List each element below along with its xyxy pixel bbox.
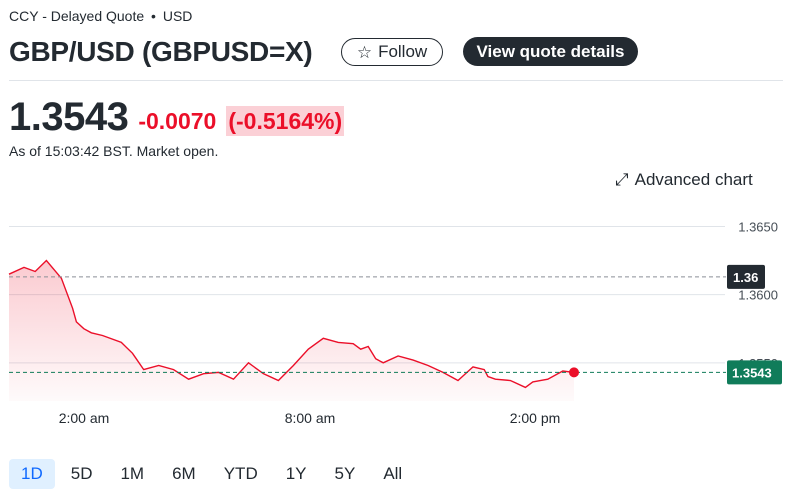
price-row: 1.3543 -0.0070 (-0.5164%) bbox=[9, 95, 345, 139]
currency-label: USD bbox=[162, 8, 193, 24]
range-tab-all[interactable]: All bbox=[383, 464, 403, 483]
title-row: GBP/USD (GBPUSD=X) bbox=[9, 36, 313, 68]
follow-button[interactable]: ☆ Follow bbox=[341, 38, 443, 66]
current-price-badge bbox=[727, 360, 782, 385]
range-tab-5d[interactable]: 5D bbox=[70, 464, 93, 483]
x-tick-label: 2:00 am bbox=[59, 410, 110, 426]
quote-meta: CCY - Delayed Quote • USD bbox=[9, 8, 192, 24]
current-price-badge-label: 1.3543 bbox=[732, 365, 772, 380]
previous-close-badge-label: 1.36 bbox=[733, 270, 758, 285]
advanced-chart-link[interactable]: ⤢ Advanced chart bbox=[615, 170, 753, 190]
range-tab-ytd[interactable]: YTD bbox=[223, 464, 258, 483]
page-title: GBP/USD (GBPUSD=X) bbox=[9, 36, 313, 67]
range-tab-1d[interactable]: 1D bbox=[9, 459, 55, 489]
exchange-label: CCY - Delayed Quote bbox=[9, 8, 145, 24]
price-change-percent: (-0.5164%) bbox=[226, 106, 345, 136]
x-tick-label: 2:00 pm bbox=[510, 410, 561, 426]
y-tick-label: 1.3600 bbox=[738, 288, 778, 303]
price-change: -0.0070 bbox=[138, 108, 217, 134]
y-tick-label: 1.3650 bbox=[738, 219, 778, 234]
range-tab-1y[interactable]: 1Y bbox=[285, 464, 307, 483]
x-tick-label: 8:00 am bbox=[285, 410, 336, 426]
range-tab-1m[interactable]: 1M bbox=[120, 464, 145, 483]
range-selector: 1D 5D 1M 6M YTD 1Y 5Y All bbox=[9, 459, 418, 489]
follow-label: Follow bbox=[378, 42, 428, 61]
current-price: 1.3543 bbox=[9, 95, 129, 139]
view-quote-details-button[interactable]: View quote details bbox=[463, 37, 638, 66]
star-icon: ☆ bbox=[356, 42, 373, 62]
range-tab-6m[interactable]: 6M bbox=[172, 464, 196, 483]
meta-separator: • bbox=[151, 8, 156, 24]
expand-arrow-icon: ⤢ bbox=[615, 170, 629, 189]
current-price-marker bbox=[569, 367, 579, 378]
advanced-chart-label: Advanced chart bbox=[634, 170, 753, 189]
range-tab-5y[interactable]: 5Y bbox=[334, 464, 356, 483]
chart-area-fill bbox=[9, 260, 574, 401]
as-of-timestamp: As of 15:03:42 BST. Market open. bbox=[9, 143, 219, 159]
header-divider bbox=[9, 80, 783, 81]
previous-close-badge bbox=[727, 264, 765, 289]
